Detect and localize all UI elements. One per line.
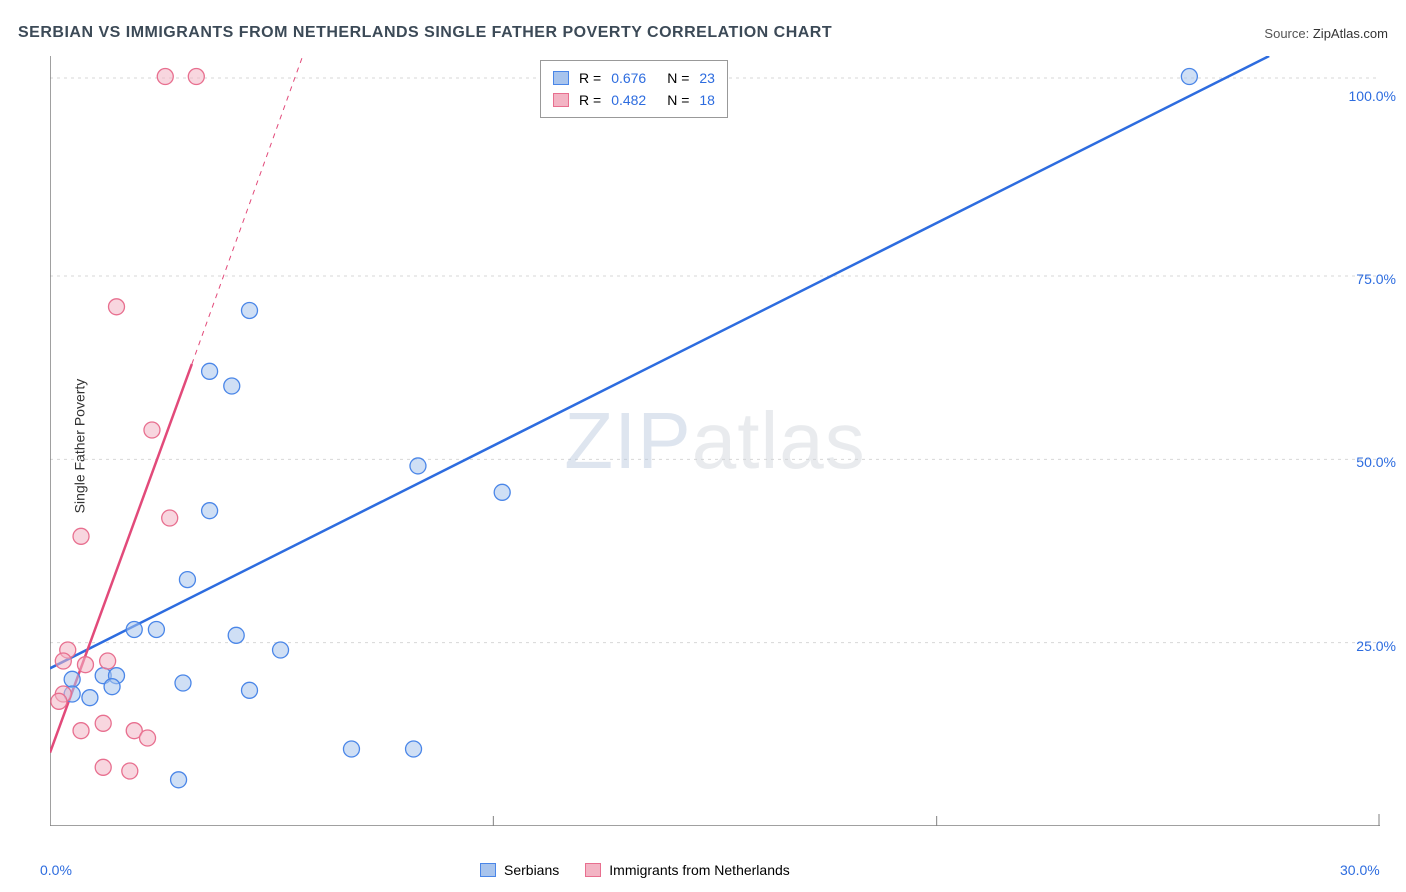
swatch-series2 (585, 863, 601, 877)
swatch-series2 (553, 93, 569, 107)
series2-name: Immigrants from Netherlands (609, 862, 790, 878)
series-legend: Serbians Immigrants from Netherlands (480, 862, 790, 878)
source-value: ZipAtlas.com (1313, 26, 1388, 41)
swatch-series1 (553, 71, 569, 85)
n-label: N = (667, 89, 689, 111)
scatter-plot: ZIPatlas (50, 56, 1380, 826)
source-attribution: Source: ZipAtlas.com (1264, 26, 1388, 41)
legend-item-2: Immigrants from Netherlands (585, 862, 790, 878)
series1-name: Serbians (504, 862, 559, 878)
r-label: R = (579, 89, 601, 111)
ytick-50: 50.0% (1356, 454, 1396, 470)
n-value-1: 23 (699, 67, 715, 89)
swatch-series1 (480, 863, 496, 877)
ytick-75: 75.0% (1356, 271, 1396, 287)
source-label: Source: (1264, 26, 1309, 41)
xtick-1: 30.0% (1340, 862, 1380, 878)
ytick-100: 100.0% (1349, 88, 1396, 104)
legend-item-1: Serbians (480, 862, 559, 878)
xtick-0: 0.0% (40, 862, 72, 878)
plot-svg (50, 56, 1380, 826)
correlation-legend: R = 0.676 N = 23 R = 0.482 N = 18 (540, 60, 728, 118)
legend-row-1: R = 0.676 N = 23 (553, 67, 715, 89)
legend-row-2: R = 0.482 N = 18 (553, 89, 715, 111)
ytick-25: 25.0% (1356, 638, 1396, 654)
chart-title: SERBIAN VS IMMIGRANTS FROM NETHERLANDS S… (18, 24, 832, 42)
r-label: R = (579, 67, 601, 89)
r-value-1: 0.676 (611, 67, 657, 89)
r-value-2: 0.482 (611, 89, 657, 111)
n-label: N = (667, 67, 689, 89)
n-value-2: 18 (699, 89, 715, 111)
